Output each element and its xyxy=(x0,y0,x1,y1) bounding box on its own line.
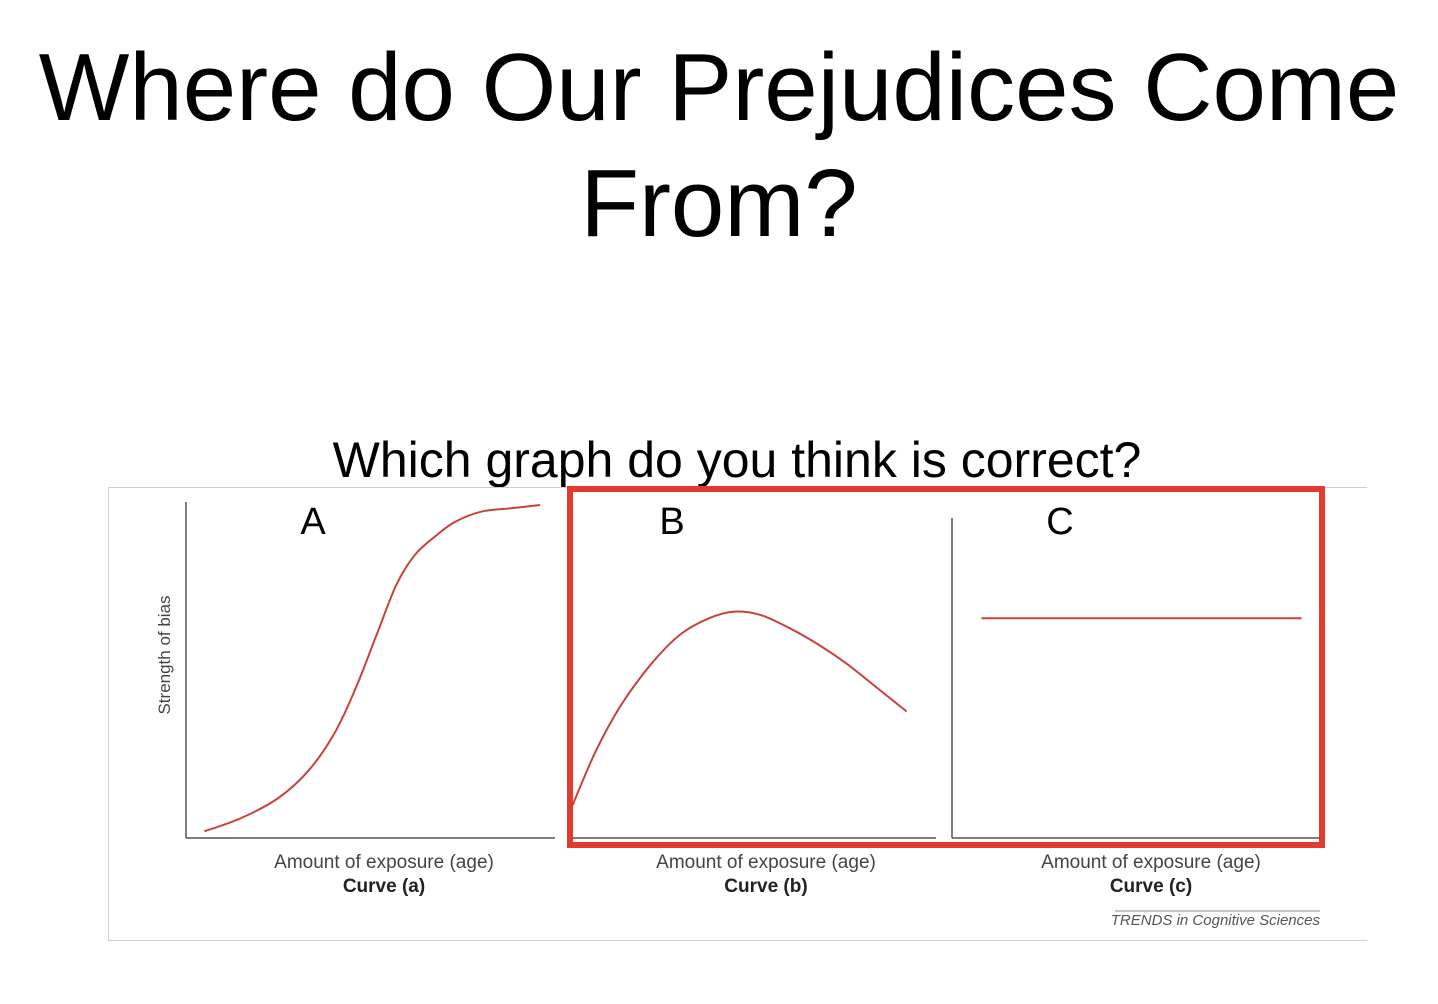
panel-b-letter: B xyxy=(659,501,684,543)
panel-a-caption: Curve (a) xyxy=(343,876,425,897)
curve-b-line xyxy=(569,610,908,812)
panel-b: B Amount of exposure (age) Curve (b) xyxy=(569,501,936,897)
panel-b-caption: Curve (b) xyxy=(724,876,807,897)
question-text: Which graph do you think is correct? xyxy=(332,432,1142,488)
panel-c: C Amount of exposure (age) Curve (c) xyxy=(951,501,1320,897)
curve-a-line xyxy=(204,504,541,833)
source-credit: TRENDS in Cognitive Sciences xyxy=(1111,912,1321,929)
slide-title-line1: Where do Our Prejudices Come xyxy=(38,34,1400,141)
panel-b-x-label: Amount of exposure (age) xyxy=(656,852,876,873)
panel-c-caption: Curve (c) xyxy=(1110,876,1192,897)
slide-title: Where do Our Prejudices Come From? xyxy=(0,30,1438,262)
highlight-box xyxy=(567,486,1325,848)
panel-a: A Strength of bias Amount of exposure (a… xyxy=(155,501,555,897)
panel-c-letter: C xyxy=(1046,501,1073,543)
panel-a-x-label: Amount of exposure (age) xyxy=(274,852,494,873)
slide-title-line2: From? xyxy=(580,150,858,257)
panel-a-letter: A xyxy=(300,501,326,543)
panel-c-x-label: Amount of exposure (age) xyxy=(1041,852,1261,873)
panel-a-y-label: Strength of bias xyxy=(155,595,174,714)
